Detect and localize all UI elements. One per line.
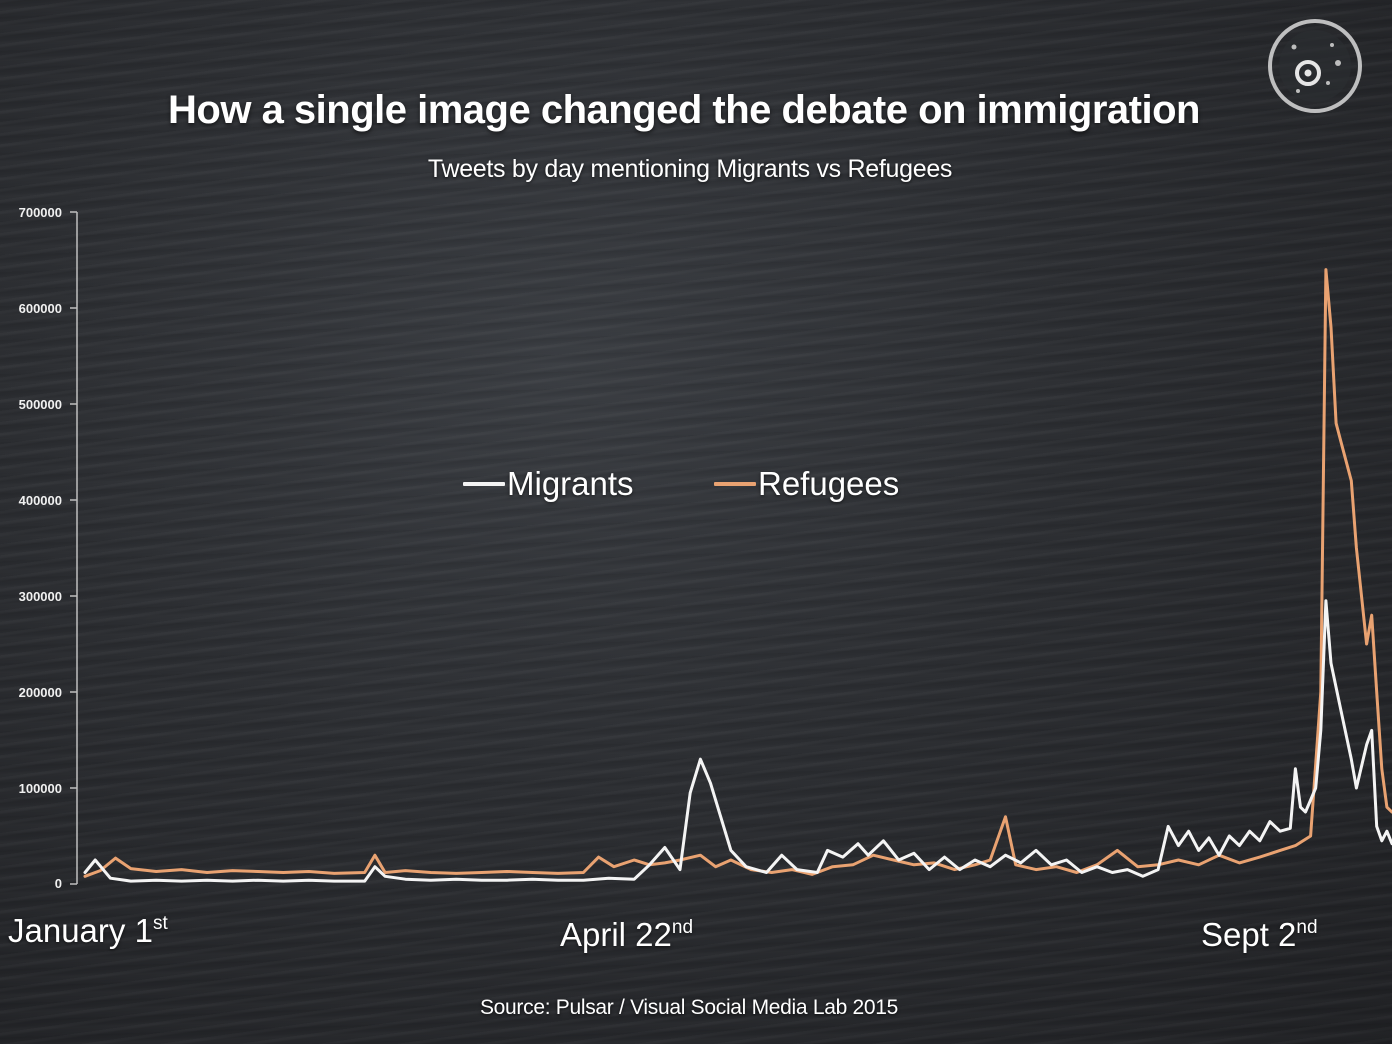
x-tick-main: April 22	[560, 916, 672, 953]
x-tick-main: Sept 2	[1201, 916, 1297, 953]
source-note: Source: Pulsar / Visual Social Media Lab…	[479, 996, 899, 1019]
legend-item-refugees: Refugees	[714, 464, 899, 504]
y-tick-label: 100000	[18, 781, 62, 796]
x-tick-suffix: st	[152, 913, 168, 934]
x-tick-label-sep: Sept 2nd	[1201, 916, 1318, 954]
chart-title: How a single image changed the debate on…	[168, 88, 1200, 132]
y-tick-label: 600000	[18, 301, 62, 316]
x-tick-label-jan: January 1st	[8, 912, 168, 950]
x-tick-suffix: nd	[671, 917, 694, 938]
y-tick-label: 200000	[18, 685, 62, 700]
y-tick-label: 700000	[18, 205, 62, 220]
legend-swatch-refugees	[714, 482, 756, 486]
chart-subtitle: Tweets by day mentioning Migrants vs Ref…	[427, 155, 953, 183]
legend-label-migrants: Migrants	[507, 465, 634, 502]
x-tick-suffix: nd	[1296, 917, 1318, 938]
y-tick-label: 0	[54, 876, 62, 891]
legend-label-refugees: Refugees	[758, 465, 900, 502]
series-line-refugees	[83, 268, 1392, 878]
y-tick-label: 500000	[18, 397, 62, 412]
legend-item-migrants: Migrants	[463, 464, 634, 504]
x-tick-main: January 1	[8, 912, 153, 949]
x-tick-label-apr: April 22nd	[560, 916, 693, 954]
y-tick-label: 400000	[18, 493, 62, 508]
legend-swatch-migrants	[463, 482, 505, 486]
y-tick-label: 300000	[18, 589, 62, 604]
camera-lens-icon	[1268, 19, 1362, 113]
series-line-migrants	[83, 599, 1392, 883]
